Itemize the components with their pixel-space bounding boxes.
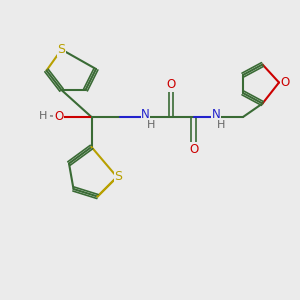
- Text: O: O: [167, 78, 176, 91]
- Text: H: H: [217, 120, 225, 130]
- Text: O: O: [280, 76, 290, 89]
- Text: N: N: [141, 108, 150, 121]
- Text: N: N: [212, 108, 220, 121]
- Text: O: O: [189, 143, 198, 156]
- Text: S: S: [115, 170, 122, 184]
- Text: S: S: [58, 43, 65, 56]
- Text: H: H: [39, 110, 48, 121]
- Text: H: H: [147, 120, 155, 130]
- Text: O: O: [54, 110, 63, 124]
